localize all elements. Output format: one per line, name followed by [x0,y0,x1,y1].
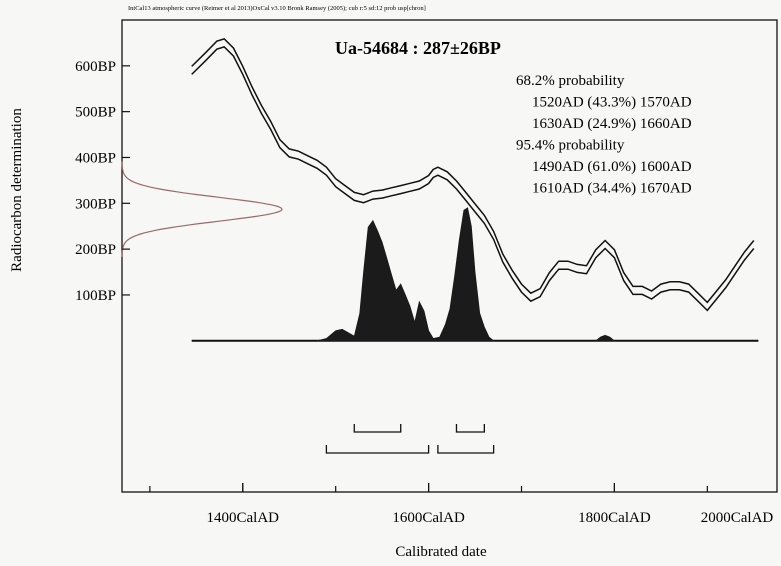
distribution-peak-2 [594,334,616,342]
y-tick-label-200: 200BP [75,242,116,258]
bracket-68-1 [353,424,402,433]
calibrated-distribution-group [191,207,759,342]
annotation-line-2: 1520AD (43.3%) 1570AD [532,95,692,111]
x-tick-label-1600: 1600CalAD [392,510,465,526]
annotation-line-3: 1630AD (24.9%) 1660AD [532,116,692,132]
y-tick-label-600: 600BP [75,59,116,75]
annotation-line-4: 95.4% probability [516,138,625,154]
x-tick-label-2000: 2000CalAD [701,510,774,526]
range-brackets-group [325,424,495,454]
bracket-95-2 [437,445,495,454]
calibration-curve-group [121,38,755,312]
x-tick-label-1800: 1800CalAD [578,510,651,526]
chart-title: Ua-54684 : 287±26BP [335,38,501,58]
y-tick-label-400: 400BP [75,150,116,166]
annotations-group: 68.2% probability 1520AD (43.3%) 1570AD 16… [516,73,692,197]
annotation-line-1: 68.2% probability [516,73,625,89]
bracket-95-1 [325,445,430,454]
y-axis-label: Radiocarbon determination [9,108,25,272]
annotation-line-5: 1490AD (61.0%) 1600AD [532,159,692,175]
calibration-curve-upper [191,38,755,304]
axis-ticks-group: 100BP 200BP 300BP 400BP 500BP 600BP 1400CalAD 1… [75,59,774,526]
y-tick-label-300: 300BP [75,196,116,212]
y-tick-label-100: 100BP [75,288,116,304]
bracket-68-2 [455,424,485,433]
radiocarbon-distribution [121,161,283,257]
x-axis-label: Calibrated date [395,544,487,560]
header-text: IntCal13 atmospheric curve (Reimer et al… [128,5,426,12]
y-tick-label-500: 500BP [75,105,116,121]
annotation-line-6: 1610AD (34.4%) 1670AD [532,181,692,197]
x-tick-label-1400: 1400CalAD [207,510,280,526]
distribution-peak-1 [317,207,495,342]
calibration-curve-lower [191,46,755,312]
